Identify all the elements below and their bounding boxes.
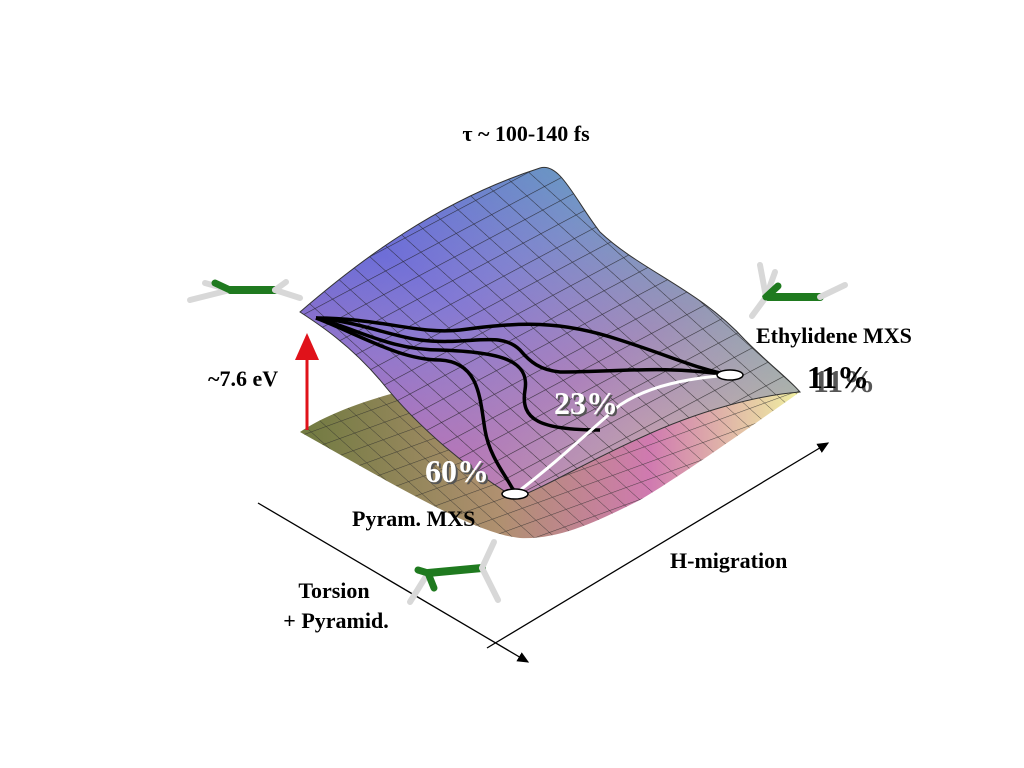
h-migration-axis	[486, 442, 830, 649]
ethylidene-molecule-icon	[749, 262, 848, 319]
ethylene-planar-molecule-icon	[187, 279, 303, 303]
torsion-axis-label-line1: Torsion	[298, 578, 369, 603]
h-path-yield-shadow: 23%	[556, 387, 620, 423]
trajectory-to-ethylidene	[315, 316, 731, 377]
torsion-axis-label-line2: + Pyramid.	[283, 608, 388, 633]
h-migration-path	[514, 373, 731, 496]
ethylidene-yield-shadow: 11%	[813, 363, 875, 399]
ethylidene-mxs-marker	[716, 369, 744, 381]
ethylidene-yield: 11%	[807, 359, 869, 395]
trajectory-to-pyramidal	[315, 316, 517, 495]
torsion-axis	[257, 502, 530, 663]
lifetime-title: τ ~ 100-140 fs	[462, 121, 590, 146]
excited-state-surface	[299, 166, 802, 499]
ethylidene-mxs-label: Ethylidene MXS	[756, 323, 912, 348]
h-path-yield: 23%	[554, 385, 618, 421]
energy-gap-label: ~7.6 eV	[208, 366, 278, 391]
trajectory-upper-mid	[315, 316, 731, 377]
pyramidal-yield: 60%	[425, 453, 489, 489]
twisted-pyramidal-molecule-icon	[407, 539, 501, 605]
pyramidal-yield-shadow: 60%	[427, 455, 491, 491]
pyramidal-mxs-marker	[501, 488, 529, 500]
pyramidal-mxs-label: Pyram. MXS	[352, 506, 475, 531]
trajectories	[315, 316, 731, 495]
h-migration-axis-label: H-migration	[670, 548, 787, 573]
trajectory-middle	[315, 316, 601, 432]
